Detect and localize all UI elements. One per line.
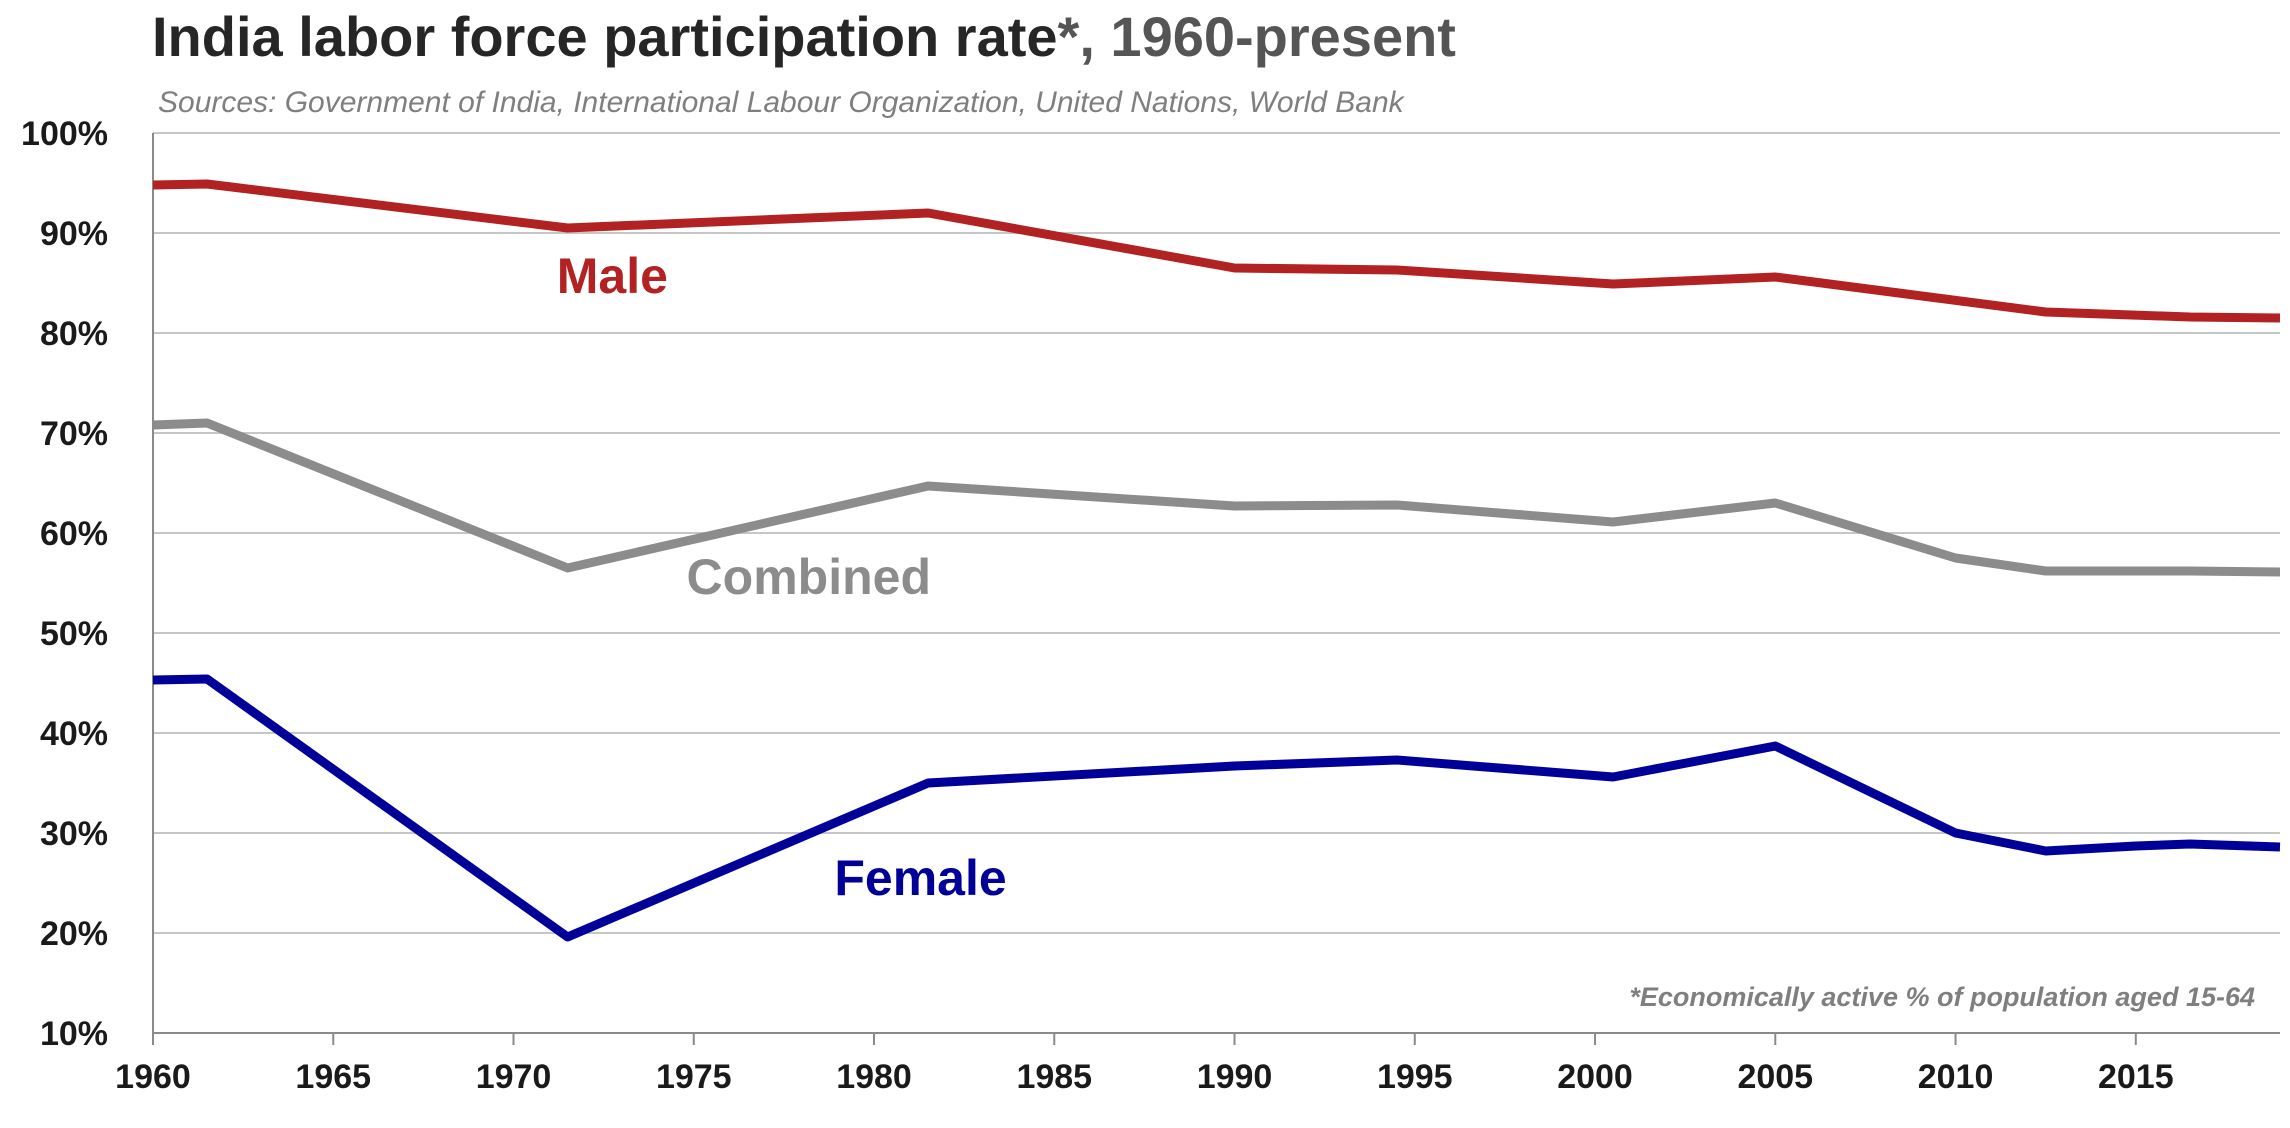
x-tick-label: 1990 <box>1197 1058 1273 1096</box>
footnote: *Economically active % of population age… <box>1629 982 2255 1012</box>
series-label-male: Male <box>557 248 668 304</box>
x-tick-label: 1970 <box>476 1058 552 1096</box>
x-tick-label: 2005 <box>1737 1058 1813 1096</box>
x-tick-label: 1985 <box>1016 1058 1092 1096</box>
x-tick-label: 1965 <box>295 1058 371 1096</box>
gridlines <box>153 132 2280 934</box>
chart-title: India labor force participation rate*, 1… <box>152 4 1456 69</box>
y-tick-label: 100% <box>21 115 108 153</box>
y-axis-ticks: 10% 20% 30% 40% 50% 60% 70% 80% 90% 100% <box>21 115 108 1053</box>
series-line-male <box>152 179 2281 323</box>
title-asterisk: * <box>1057 5 1080 68</box>
series-lines <box>152 179 2281 942</box>
y-tick-label: 10% <box>40 1015 108 1053</box>
y-tick-label: 60% <box>40 515 108 553</box>
y-tick-label: 30% <box>40 815 108 853</box>
x-tick-label: 1975 <box>656 1058 732 1096</box>
x-tick-label: 2015 <box>2098 1058 2174 1096</box>
x-axis-ticks: 1960 1965 1970 1975 1980 1985 1990 1995 2000 2005… <box>115 1033 2174 1096</box>
y-tick-label: 90% <box>40 215 108 253</box>
x-tick-label: 1995 <box>1377 1058 1453 1096</box>
title-main: India labor force participation rate <box>152 5 1058 68</box>
chart-sources: Sources: Government of India, Internatio… <box>158 86 1404 119</box>
y-tick-label: 40% <box>40 715 108 753</box>
x-tick-label: 2010 <box>1918 1058 1994 1096</box>
x-tick-label: 2000 <box>1557 1058 1633 1096</box>
y-tick-label: 50% <box>40 615 108 653</box>
x-tick-label: 1960 <box>115 1058 191 1096</box>
y-tick-label: 20% <box>40 915 108 953</box>
axes <box>152 133 2280 1034</box>
series-label-combined: Combined <box>687 549 931 605</box>
y-tick-label: 80% <box>40 315 108 353</box>
series-label-female: Female <box>834 850 1006 906</box>
y-tick-label: 70% <box>40 415 108 453</box>
series-line-female <box>152 674 2281 942</box>
title-date-range: , 1960-present <box>1079 5 1456 68</box>
series-line-combined <box>152 418 2281 577</box>
x-tick-label: 1980 <box>836 1058 912 1096</box>
